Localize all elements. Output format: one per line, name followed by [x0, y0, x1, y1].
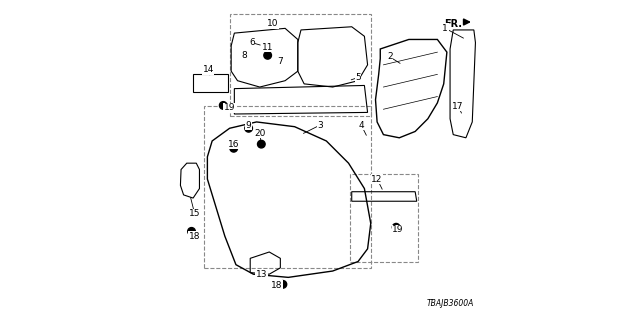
- Text: 18: 18: [271, 281, 283, 290]
- Circle shape: [264, 52, 271, 59]
- Text: 2: 2: [387, 52, 392, 61]
- Text: 11: 11: [262, 43, 273, 52]
- Circle shape: [268, 21, 276, 29]
- Text: 8: 8: [241, 51, 247, 60]
- Circle shape: [188, 228, 195, 235]
- Text: 17: 17: [452, 101, 464, 111]
- Text: 20: 20: [254, 129, 266, 138]
- Circle shape: [279, 281, 287, 288]
- Text: 10: 10: [267, 19, 278, 28]
- Text: FR.: FR.: [444, 19, 462, 28]
- Circle shape: [392, 223, 400, 231]
- Circle shape: [220, 102, 227, 109]
- Text: 9: 9: [246, 121, 252, 130]
- Text: 5: 5: [355, 73, 361, 82]
- Text: 3: 3: [317, 121, 323, 130]
- Text: 7: 7: [278, 57, 284, 66]
- Text: 6: 6: [249, 38, 255, 47]
- Text: TBAJB3600A: TBAJB3600A: [426, 299, 474, 308]
- Text: 13: 13: [255, 270, 267, 279]
- Text: 1: 1: [442, 24, 448, 33]
- Text: 16: 16: [228, 140, 239, 148]
- Circle shape: [230, 144, 237, 152]
- Text: 19: 19: [224, 103, 236, 112]
- Text: 14: 14: [203, 65, 214, 74]
- Text: 15: 15: [189, 209, 200, 219]
- Circle shape: [245, 124, 252, 132]
- Text: 18: 18: [189, 232, 200, 241]
- Circle shape: [257, 140, 265, 148]
- Text: 4: 4: [358, 121, 364, 130]
- Text: 12: 12: [371, 174, 383, 184]
- Text: 19: 19: [392, 225, 403, 234]
